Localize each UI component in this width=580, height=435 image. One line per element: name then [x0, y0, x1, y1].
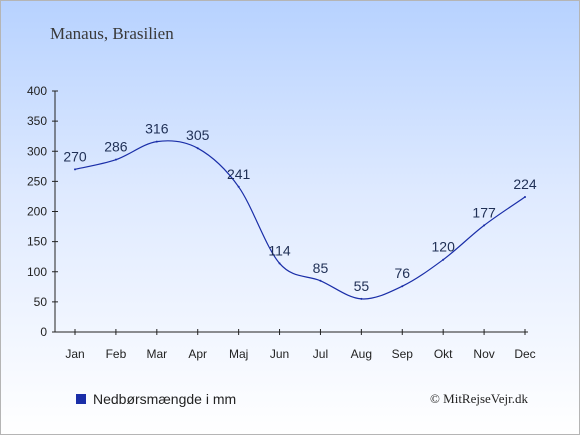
data-point: [401, 285, 404, 288]
data-point: [483, 224, 486, 227]
x-tick-label: Jan: [65, 347, 84, 361]
data-point: [196, 147, 199, 150]
data-label: 270: [63, 148, 87, 164]
x-tick-label: Nov: [473, 347, 494, 361]
x-tick-label: Sep: [392, 347, 414, 361]
y-tick-label: 400: [27, 84, 47, 98]
series-line: [74, 140, 526, 300]
x-tick-label: Apr: [188, 347, 207, 361]
y-tick-label: 150: [27, 235, 47, 249]
y-tick-label: 300: [27, 144, 47, 158]
data-label: 224: [513, 176, 537, 192]
x-tick-label: Jun: [270, 347, 289, 361]
data-point: [74, 168, 76, 171]
data-label: 114: [268, 242, 291, 258]
y-tick-label: 0: [40, 325, 47, 339]
x-tick-label: Jul: [313, 347, 328, 361]
x-tick-label: Dec: [514, 347, 535, 361]
data-label: 305: [186, 127, 210, 143]
x-tick-label: Maj: [229, 347, 248, 361]
y-tick-label: 100: [27, 265, 47, 279]
data-label: 76: [394, 265, 410, 281]
x-tick-label: Feb: [106, 347, 127, 361]
x-tick-label: Aug: [351, 347, 372, 361]
data-point: [524, 196, 526, 199]
data-point: [278, 262, 281, 265]
data-point: [237, 185, 240, 188]
x-tick-label: Mar: [146, 347, 167, 361]
y-tick-label: 50: [34, 295, 48, 309]
x-tick-label: Okt: [434, 347, 453, 361]
x-axis: Jan Feb Mar Apr Maj Jun Jul Aug Sep Okt Nov Dec: [55, 329, 536, 361]
data-point: [360, 297, 363, 300]
data-labels: 270 286 316 305 241 114 85 55 76 120 177 224: [63, 121, 537, 294]
y-axis: 0 50 100 150 200 250 300 350 400: [27, 84, 58, 339]
y-tick-label: 250: [27, 174, 47, 188]
data-point: [319, 279, 322, 282]
legend-swatch: [76, 394, 86, 404]
data-label: 286: [104, 139, 128, 155]
data-label: 85: [313, 260, 329, 276]
data-label: 241: [227, 166, 251, 182]
data-point: [155, 140, 158, 143]
y-tick-label: 200: [27, 205, 47, 219]
legend-label: Nedbørsmængde i mm: [93, 391, 236, 407]
data-label: 120: [432, 239, 456, 255]
data-point: [442, 258, 445, 261]
series-layer: [74, 140, 526, 300]
y-tick-label: 350: [27, 114, 47, 128]
credit-text: © MitRejseVejr.dk: [430, 391, 528, 406]
data-label: 177: [472, 204, 496, 220]
data-label: 316: [145, 121, 169, 137]
data-label: 55: [354, 278, 370, 294]
data-point: [114, 158, 117, 161]
chart-title: Manaus, Brasilien: [50, 24, 174, 43]
